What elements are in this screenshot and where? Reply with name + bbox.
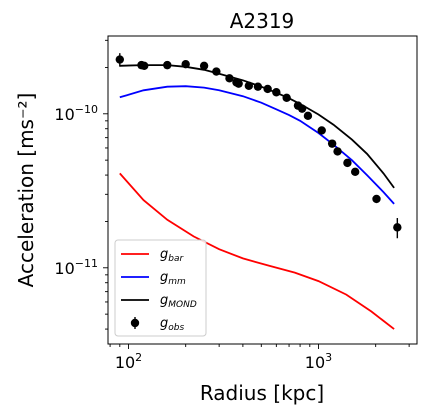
data-point-obs (372, 194, 381, 204)
data-point-obs (317, 126, 326, 135)
data-point-obs (140, 61, 149, 70)
data-point-obs (272, 88, 281, 97)
x-tick-label-exponent: 3 (325, 351, 332, 364)
legend-label-symbol: g (160, 316, 168, 331)
data-point-obs (244, 81, 254, 90)
data-point-obs (263, 84, 272, 94)
x-tick-label-base: 10 (305, 353, 325, 372)
legend-label-symbol: g (160, 247, 168, 262)
chart-title: A2319 (230, 9, 295, 33)
data-point-obs (343, 158, 352, 168)
legend-label: gmm (160, 270, 186, 287)
data-point-obs (282, 93, 291, 103)
x-tick-label: 103 (305, 351, 332, 372)
data-point-obs (234, 79, 243, 88)
plot-area (115, 53, 402, 330)
y-tick-label: 10−10 (54, 103, 98, 124)
data-point-obs (333, 147, 342, 156)
x-axis-label: Radius [kpc] (200, 381, 324, 405)
series-line-mm (119, 85, 395, 205)
legend-box (114, 239, 207, 337)
x-tick-label-base: 10 (115, 353, 135, 372)
legend-label-subscript: obs (168, 323, 184, 333)
data-point-obs (303, 111, 313, 121)
legend-label: gobs (160, 316, 184, 333)
legend-swatch-obs (130, 318, 140, 328)
y-axis-label: Acceleration [ms⁻²] (14, 93, 38, 288)
legend-label: gMOND (160, 293, 197, 310)
data-point-obs (163, 60, 172, 70)
data-point-obs (181, 59, 190, 69)
data-point-obs (115, 55, 125, 64)
data-point-obs (253, 82, 263, 91)
legend-label: gbar (160, 247, 184, 264)
legend-label-subscript: bar (168, 254, 184, 264)
legend-label-subscript: mm (168, 277, 186, 287)
y-tick-label-exponent: −10 (75, 103, 98, 116)
x-tick-label: 102 (115, 351, 142, 372)
data-point-obs (350, 167, 360, 177)
y-tick-label-exponent: −11 (75, 257, 98, 270)
data-point-obs (297, 104, 307, 113)
y-tick-label: 10−11 (54, 257, 98, 278)
data-point-obs (327, 139, 337, 148)
data-point-obs (199, 61, 209, 70)
x-tick-label-exponent: 2 (135, 351, 142, 364)
series-line-bar (119, 172, 395, 330)
legend-label-symbol: g (160, 293, 168, 308)
data-point-obs (225, 74, 234, 83)
legend-label-symbol: g (160, 270, 168, 285)
data-point-obs (212, 67, 221, 76)
axes-frame (107, 35, 418, 345)
y-tick-label-base: 10 (54, 259, 74, 278)
y-tick-label-base: 10 (54, 105, 74, 124)
legend-label-subscript: MOND (168, 300, 197, 310)
data-point-obs (393, 223, 402, 232)
